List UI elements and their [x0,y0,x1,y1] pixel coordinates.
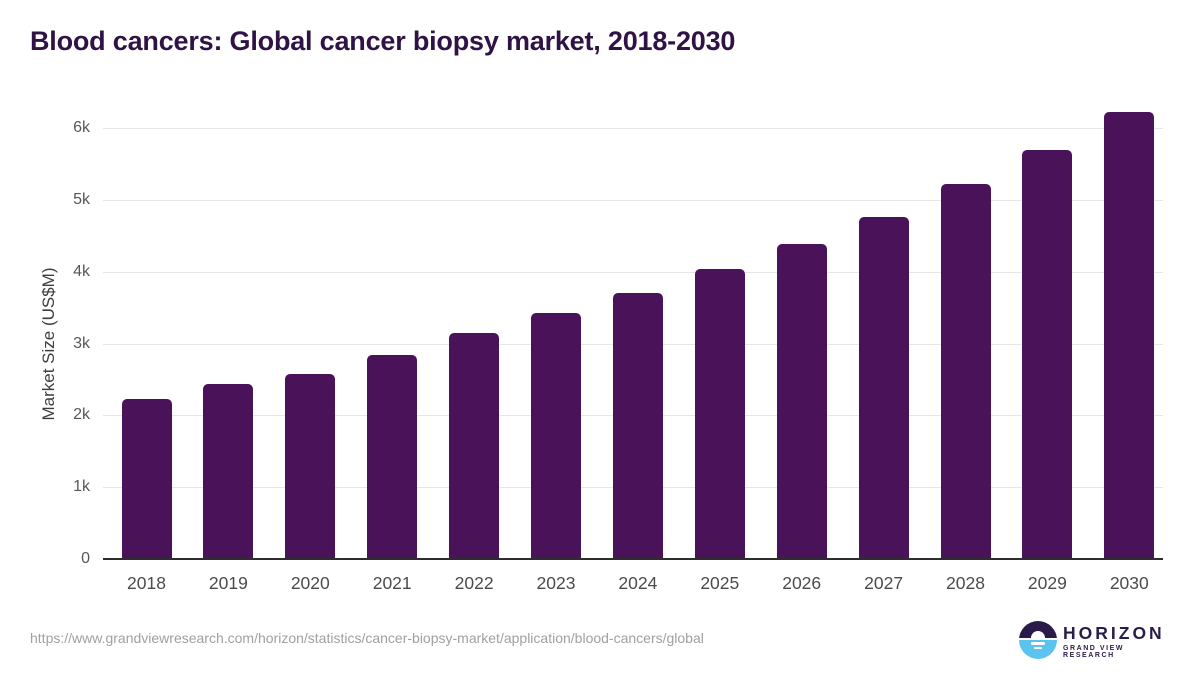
bar-2022 [449,332,500,559]
x-tick-label: 2024 [618,573,658,593]
bar-2025 [694,268,745,559]
x-tick-label: 2018 [127,573,166,593]
x-tick-label: 2020 [290,573,330,593]
horizon-logo: HORIZON GRAND VIEW RESEARCH [1019,621,1169,661]
chart-title: Blood cancers: Global cancer biopsy mark… [30,26,736,56]
bar-2026 [776,243,827,559]
bar-2021 [367,355,418,559]
bar-2027 [858,216,909,559]
x-axis-line [103,558,1163,560]
y-tick-label: 2k [73,406,90,424]
logo-sky-half [1019,621,1057,638]
logo-text: HORIZON GRAND VIEW RESEARCH [1063,623,1169,659]
y-tick-label: 1k [73,478,90,496]
bar-2020 [285,373,336,559]
bar-2028 [940,183,991,559]
logo-name: HORIZON [1063,623,1165,643]
logo-sea-half [1019,640,1057,659]
bar-2023 [531,313,581,559]
gridline-4k [103,271,1163,273]
x-tick-label: 2029 [1027,573,1067,593]
gridline-5k [103,200,1163,201]
x-tick-label: 2022 [454,573,494,593]
bar-2029 [1022,149,1073,559]
y-tick-label: 0 [81,550,90,567]
logo-reflection-line-1 [1031,642,1045,645]
x-tick-label: 2023 [536,573,576,593]
bar-2018 [121,398,172,559]
logo-reflection-line-2 [1034,646,1042,649]
x-tick-label: 2027 [864,573,904,593]
x-tick-label: 2019 [208,573,248,593]
y-tick-label: 6k [73,119,90,137]
y-tick-label: 5k [73,191,90,208]
y-tick-label: 3k [73,334,90,352]
x-tick-label: 2030 [1109,573,1149,593]
y-tick-label: 4k [73,262,90,280]
x-tick-label: 2028 [946,573,985,593]
x-tick-label: 2021 [372,573,412,593]
bar-2030 [1104,111,1155,559]
source-url: https://www.grandviewresearch.com/horizo… [30,630,704,646]
logo-subtitle: GRAND VIEW RESEARCH [1063,645,1124,659]
x-tick-label: 2026 [782,573,822,593]
horizon-sun-icon [1019,621,1057,659]
x-tick-label: 2025 [700,573,740,593]
bar-2024 [612,293,663,559]
gridline-6k [103,128,1163,130]
bar-2019 [203,383,254,559]
